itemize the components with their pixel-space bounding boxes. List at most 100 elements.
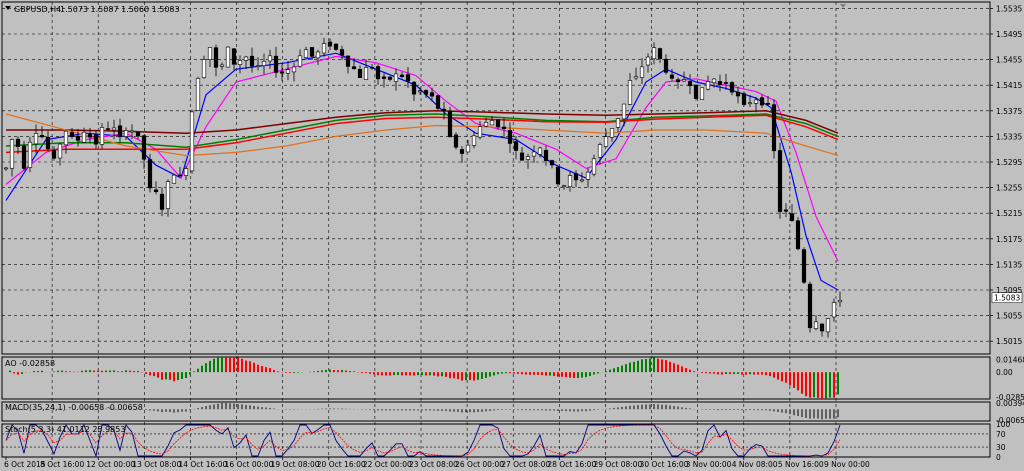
- bear-candle: [369, 66, 375, 69]
- main-pane-frame: [1, 1, 991, 355]
- bull-candle: [63, 130, 69, 146]
- bear-candle: [807, 283, 813, 329]
- bull-candle: [225, 46, 231, 68]
- price-tick-label: 1.5535: [996, 4, 1022, 13]
- bear-candle: [435, 95, 441, 109]
- bull-candle: [561, 185, 567, 188]
- time-tick-label: 6 Oct 2015: [4, 460, 46, 469]
- bear-candle: [213, 47, 219, 68]
- bull-candle: [525, 156, 531, 160]
- bear-candle: [423, 90, 429, 95]
- bear-candle: [105, 128, 111, 130]
- bull-candle: [57, 143, 63, 159]
- bear-candle: [573, 173, 579, 181]
- bull-candle: [207, 47, 213, 60]
- bull-candle: [537, 147, 543, 155]
- bull-candle: [483, 122, 489, 127]
- bear-candle: [759, 97, 765, 106]
- stoch-label: Stoch(5,3,3) 41.0112 25.9853: [5, 425, 125, 434]
- bear-candle: [45, 136, 51, 150]
- ao-label: AO -0.02858: [5, 359, 55, 368]
- bull-candle: [813, 321, 819, 329]
- price-tick-label: 1.5255: [996, 184, 1022, 193]
- bull-candle: [99, 127, 105, 145]
- macd-label: MACD(35,24,1) -0.00658 -0.00658: [5, 403, 143, 412]
- indicator-tick-label: -0.02858: [996, 393, 1024, 402]
- bear-candle: [771, 104, 777, 152]
- moving-averages: [5, 52, 839, 291]
- bull-candle: [681, 79, 687, 82]
- bear-candle: [249, 55, 255, 67]
- indicator-tick-label: 0.00394: [996, 399, 1024, 408]
- bear-candle: [663, 58, 669, 73]
- bull-candle: [261, 60, 267, 66]
- bull-candle: [531, 151, 537, 157]
- bull-candle: [123, 130, 129, 137]
- bear-candle: [453, 134, 459, 148]
- ao-histogram: [9, 357, 839, 399]
- moving-average-line: [5, 113, 839, 157]
- stoch-main-line: [5, 424, 841, 457]
- bear-candle: [675, 79, 681, 83]
- bear-candle: [75, 135, 81, 141]
- bull-candle: [699, 87, 705, 100]
- bull-candle: [615, 118, 621, 128]
- bull-candle: [753, 99, 759, 104]
- bull-candle: [129, 130, 135, 133]
- stochastic-lines: [2, 424, 990, 457]
- macd-histogram: [9, 402, 839, 420]
- price-tick-label: 1.5215: [996, 209, 1022, 218]
- bear-candle: [549, 160, 555, 166]
- chart-shift-icon[interactable]: [840, 4, 846, 8]
- bear-candle: [501, 126, 507, 129]
- bear-candle: [687, 81, 693, 87]
- bear-candle: [429, 92, 435, 97]
- time-tick-label: 28 Oct 16:00: [547, 460, 596, 469]
- moving-average-line: [5, 113, 839, 149]
- dropdown-arrow-icon[interactable]: [5, 6, 11, 10]
- bear-candle: [147, 159, 153, 189]
- macd-pane-frame: [1, 401, 991, 422]
- stoch-pane-frame: [1, 423, 991, 458]
- bull-candle: [393, 73, 399, 82]
- bull-candle: [579, 179, 585, 182]
- moving-average-line: [5, 55, 839, 262]
- bear-candle: [543, 149, 549, 161]
- bull-candle: [471, 135, 477, 146]
- bear-candle: [693, 84, 699, 99]
- time-tick-label: 12 Oct 00:00: [86, 460, 135, 469]
- bull-candle: [567, 175, 573, 187]
- bull-candle: [285, 69, 291, 74]
- bull-candle: [321, 43, 327, 54]
- bear-candle: [375, 66, 381, 80]
- bull-candle: [297, 55, 303, 67]
- bull-candle: [171, 174, 177, 184]
- bull-candle: [195, 78, 201, 111]
- bull-candle: [627, 80, 633, 105]
- candlesticks: [3, 37, 843, 338]
- time-tick-label: 5 Nov 16:00: [778, 460, 824, 469]
- indicator-tick-label: 0.00: [996, 368, 1013, 377]
- time-tick-label: 14 Oct 16:00: [178, 460, 227, 469]
- moving-average-line: [5, 114, 839, 154]
- time-tick-label: 20 Oct 16:00: [317, 460, 366, 469]
- bull-candle: [825, 318, 831, 333]
- bear-candle: [765, 103, 771, 105]
- bull-candle: [33, 133, 39, 145]
- bear-candle: [513, 141, 519, 151]
- bull-candle: [27, 141, 33, 168]
- bull-candle: [633, 76, 639, 79]
- bull-candle: [237, 60, 243, 65]
- time-tick-label: 16 Oct 00:00: [225, 460, 274, 469]
- bull-candle: [111, 127, 117, 131]
- bull-candle: [81, 131, 87, 143]
- bear-candle: [69, 132, 75, 137]
- bear-candle: [795, 220, 801, 250]
- bull-candle: [201, 59, 207, 79]
- bull-candle: [183, 168, 189, 176]
- bear-candle: [441, 108, 447, 112]
- ao-pane-frame: [1, 356, 991, 400]
- bull-candle: [477, 126, 483, 138]
